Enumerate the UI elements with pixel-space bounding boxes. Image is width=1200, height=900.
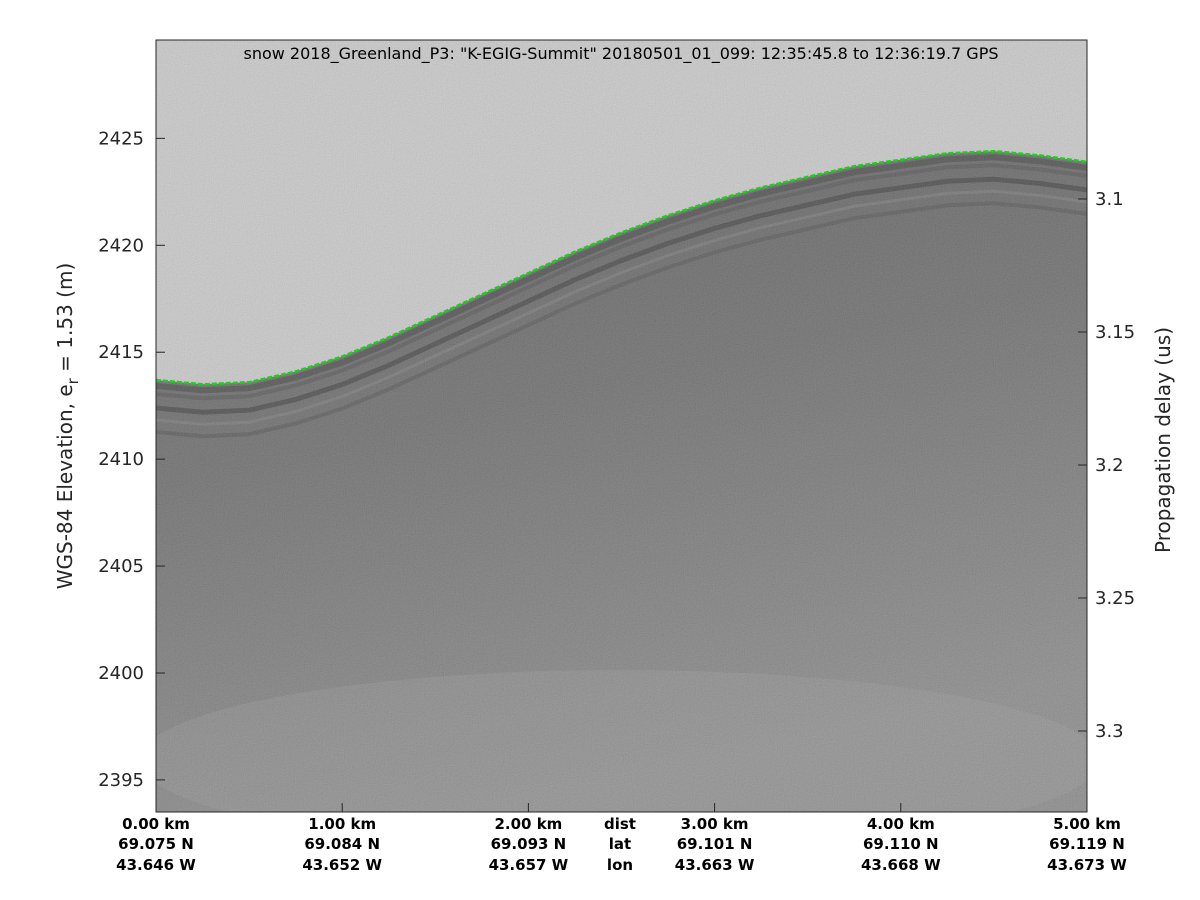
y-tick-label: 2405 [98, 556, 144, 577]
x-tick-label-lat: 69.084 N [304, 835, 380, 853]
right-tick-label: 3.15 [1095, 322, 1135, 343]
x-tick-label-lon: 43.657 W [489, 856, 569, 874]
x-tick-label-dist: 3.00 km [681, 815, 749, 833]
speckle-noise [156, 40, 1087, 812]
x-tick-label-dist: 1.00 km [308, 815, 376, 833]
x-tick-label-lon: 43.652 W [302, 856, 382, 874]
x-tick-label-dist: 5.00 km [1053, 815, 1121, 833]
chart-title: snow 2018_Greenland_P3: "K-EGIG-Summit" … [243, 44, 998, 64]
x-tick-label-lon: 43.663 W [675, 856, 755, 874]
surface-pick-line [156, 149, 1087, 386]
plot-frame [155, 39, 1088, 813]
x-row-label-lat: lat [609, 835, 631, 853]
right-axis-label: Propagation delay (us) [1151, 327, 1175, 553]
x-tick-label-lon: 43.646 W [116, 856, 196, 874]
y-tick-label: 2415 [98, 342, 144, 363]
y-tick-label: 2420 [98, 235, 144, 256]
x-tick-label-lon: 43.668 W [861, 856, 941, 874]
right-tick-label: 3.25 [1095, 588, 1135, 609]
y-axis-label: WGS-84 Elevation, er = 1.53 (m) [53, 263, 82, 590]
x-tick-label-dist: 2.00 km [494, 815, 562, 833]
right-tick-label: 3.2 [1095, 455, 1124, 476]
x-row-label-lon: lon [607, 856, 633, 874]
x-row-label-dist: dist [604, 815, 636, 833]
x-tick-label-dist: 0.00 km [122, 815, 190, 833]
y-tick-label: 2395 [98, 770, 144, 791]
x-tick-label-lat: 69.093 N [491, 835, 567, 853]
x-tick-label-lon: 43.673 W [1047, 856, 1127, 874]
x-tick-label-lat: 69.075 N [118, 835, 194, 853]
x-tick-label-lat: 69.119 N [1049, 835, 1125, 853]
y-tick-label: 2400 [98, 663, 144, 684]
x-tick-label-lat: 69.101 N [677, 835, 753, 853]
right-tick-label: 3.1 [1095, 189, 1124, 210]
right-tick-label: 3.3 [1095, 721, 1124, 742]
x-tick-label-lat: 69.110 N [863, 835, 939, 853]
y-tick-label: 2425 [98, 128, 144, 149]
y-tick-label: 2410 [98, 449, 144, 470]
x-tick-label-dist: 4.00 km [867, 815, 935, 833]
